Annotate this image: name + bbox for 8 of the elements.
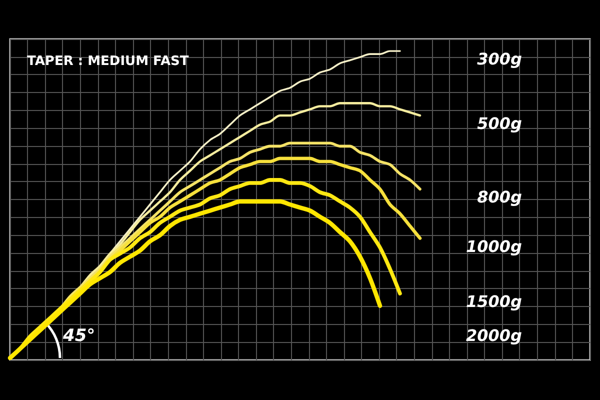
text: 300g — [477, 50, 522, 68]
text: 1500g — [466, 292, 522, 312]
annotation: 45° — [62, 326, 96, 346]
text: 1000g — [466, 236, 522, 256]
text: 2000g — [466, 326, 522, 346]
text: 800g — [477, 188, 522, 207]
text: 500g — [477, 114, 522, 133]
chart-title: TAPER : MEDIUM FAST — [27, 54, 189, 69]
